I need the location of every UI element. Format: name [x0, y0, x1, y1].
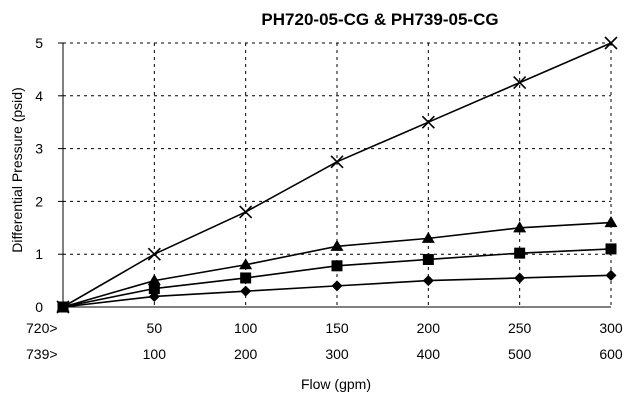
data-point-diamond [240, 285, 252, 297]
data-point-square [514, 247, 526, 259]
x-tick-label: 500 [508, 346, 532, 362]
data-point-x [604, 36, 618, 50]
data-point-x [147, 247, 161, 261]
x-tick-label: 100 [234, 320, 258, 336]
x-tick-row-prefix: 720> [26, 320, 58, 336]
y-tick-label: 2 [35, 193, 43, 209]
y-axis-label: Differential Pressure (psid) [9, 87, 25, 252]
y-tick-label: 5 [35, 35, 43, 51]
x-tick-labels: 720> 50 100 150 200 250 300 739> 100 200 300 400 500… [26, 320, 623, 362]
data-point-square [240, 272, 252, 284]
y-tick-label: 0 [35, 299, 43, 315]
data-point-square [422, 253, 434, 265]
y-tick-label: 4 [35, 88, 43, 104]
data-point-x [330, 155, 344, 169]
x-tick-label: 400 [417, 346, 441, 362]
x-tick-label: 150 [325, 320, 349, 336]
data-point-diamond [605, 269, 617, 281]
y-tick-label: 3 [35, 141, 43, 157]
x-tick-label: 300 [599, 320, 623, 336]
x-tick-label: 100 [143, 346, 167, 362]
x-tick-label: 600 [599, 346, 623, 362]
x-tick-row-prefix: 739> [26, 346, 58, 362]
data-point-triangle [147, 274, 161, 286]
chart-title: PH720-05-CG & PH739-05-CG [261, 10, 498, 29]
data-point-x [513, 76, 527, 90]
data-point-triangle [239, 258, 253, 270]
data-point-triangle [604, 216, 618, 228]
data-point-square [605, 243, 617, 255]
data-point-square [331, 260, 343, 272]
x-axis-label: Flow (gpm) [301, 376, 371, 392]
y-tick-labels: 0 1 2 3 4 5 [35, 35, 43, 315]
data-point-x [421, 115, 435, 129]
data-point-diamond [514, 272, 526, 284]
data-point-square [148, 283, 160, 295]
data-point-triangle [421, 231, 435, 243]
data-point-triangle [330, 239, 344, 251]
data-point-x [239, 205, 253, 219]
data-point-diamond [331, 280, 343, 292]
x-tick-label: 200 [234, 346, 258, 362]
x-tick-label: 300 [325, 346, 349, 362]
y-tick-label: 1 [35, 246, 43, 262]
data-point-x [56, 300, 70, 314]
x-tick-label: 200 [417, 320, 441, 336]
data-point-diamond [422, 275, 434, 287]
series-markers [56, 36, 618, 314]
x-tick-label: 250 [508, 320, 532, 336]
x-tick-label: 50 [147, 320, 163, 336]
data-point-triangle [513, 221, 527, 233]
